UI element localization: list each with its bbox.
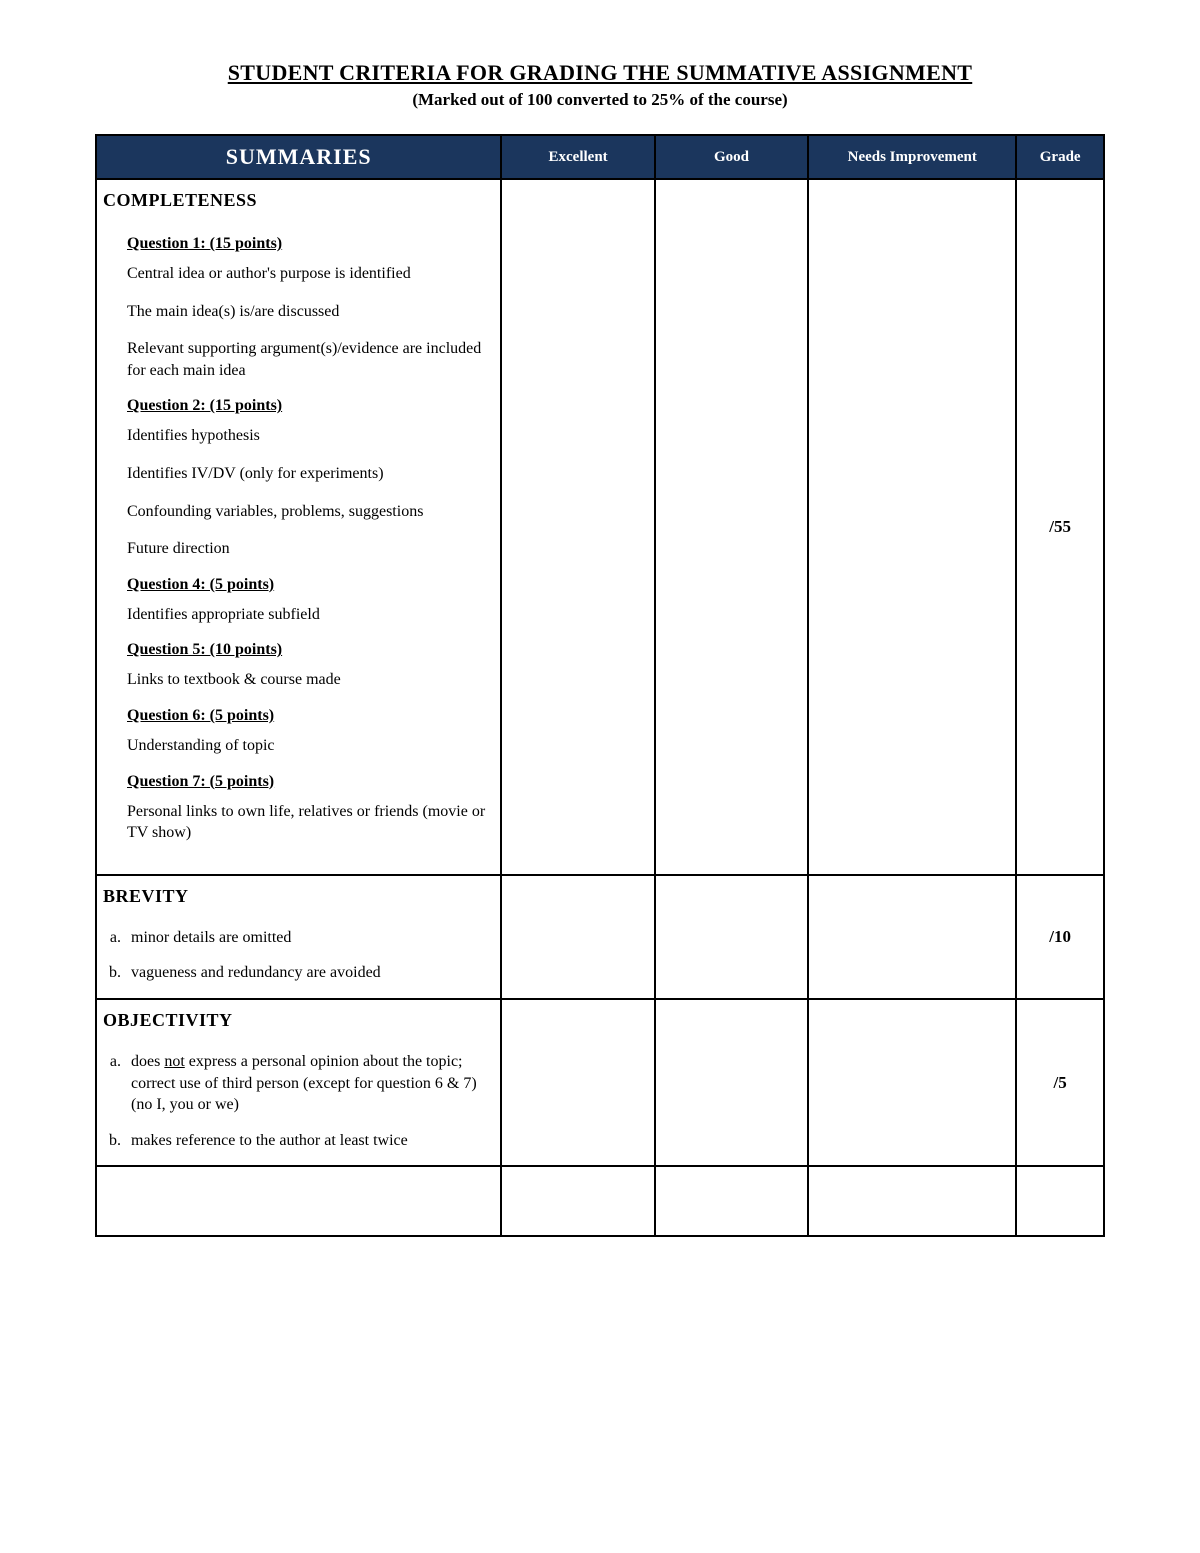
section-empty xyxy=(96,1166,1104,1236)
completeness-needs-cell xyxy=(808,179,1016,875)
q2-heading: Question 2: (15 points) xyxy=(127,397,492,415)
q4-heading: Question 4: (5 points) xyxy=(127,576,492,594)
section-brevity: BREVITY minor details are omitted vaguen… xyxy=(96,875,1104,999)
objectivity-item-a: does not express a personal opinion abou… xyxy=(125,1051,500,1116)
objectivity-needs-cell xyxy=(808,999,1016,1166)
brevity-item: minor details are omitted xyxy=(125,927,500,949)
q1-item: The main idea(s) is/are discussed xyxy=(127,301,492,323)
q2-item: Confounding variables, problems, suggest… xyxy=(127,501,492,523)
objectivity-heading: OBJECTIVITY xyxy=(103,1010,496,1031)
completeness-grade: /55 xyxy=(1016,179,1104,875)
completeness-good-cell xyxy=(655,179,808,875)
q6-heading: Question 6: (5 points) xyxy=(127,707,492,725)
q2-item: Identifies IV/DV (only for experiments) xyxy=(127,463,492,485)
q4-item: Identifies appropriate subfield xyxy=(127,604,492,626)
objectivity-excellent-cell xyxy=(501,999,654,1166)
brevity-needs-cell xyxy=(808,875,1016,999)
q6-item: Understanding of topic xyxy=(127,735,492,757)
col-grade: Grade xyxy=(1016,135,1104,179)
brevity-good-cell xyxy=(655,875,808,999)
q5-heading: Question 5: (10 points) xyxy=(127,641,492,659)
objectivity-grade: /5 xyxy=(1016,999,1104,1166)
q1-item: Central idea or author's purpose is iden… xyxy=(127,263,492,285)
q7-heading: Question 7: (5 points) xyxy=(127,773,492,791)
page-subtitle: (Marked out of 100 converted to 25% of t… xyxy=(95,90,1105,110)
completeness-heading: COMPLETENESS xyxy=(103,190,496,211)
col-summaries: SUMMARIES xyxy=(96,135,501,179)
q2-item: Future direction xyxy=(127,538,492,560)
section-completeness: COMPLETENESS Question 1: (15 points) Cen… xyxy=(96,179,1104,875)
completeness-excellent-cell xyxy=(501,179,654,875)
col-excellent: Excellent xyxy=(501,135,654,179)
rubric-table: SUMMARIES Excellent Good Needs Improveme… xyxy=(95,134,1105,1237)
q7-item: Personal links to own life, relatives or… xyxy=(127,801,492,844)
col-good: Good xyxy=(655,135,808,179)
q1-item: Relevant supporting argument(s)/evidence… xyxy=(127,338,492,381)
brevity-item: vagueness and redundancy are avoided xyxy=(125,962,500,984)
q2-item: Identifies hypothesis xyxy=(127,425,492,447)
objectivity-item-b: makes reference to the author at least t… xyxy=(125,1130,500,1152)
brevity-heading: BREVITY xyxy=(103,886,496,907)
col-needs-improvement: Needs Improvement xyxy=(808,135,1016,179)
q1-heading: Question 1: (15 points) xyxy=(127,235,492,253)
objectivity-good-cell xyxy=(655,999,808,1166)
section-objectivity: OBJECTIVITY does not express a personal … xyxy=(96,999,1104,1166)
page-title: STUDENT CRITERIA FOR GRADING THE SUMMATI… xyxy=(95,60,1105,86)
obj-a-not: not xyxy=(164,1053,184,1070)
obj-a-pre: does xyxy=(131,1053,164,1070)
obj-a-line2: (no I, you or we) xyxy=(131,1096,239,1113)
q5-item: Links to textbook & course made xyxy=(127,669,492,691)
brevity-grade: /10 xyxy=(1016,875,1104,999)
brevity-excellent-cell xyxy=(501,875,654,999)
table-header-row: SUMMARIES Excellent Good Needs Improveme… xyxy=(96,135,1104,179)
